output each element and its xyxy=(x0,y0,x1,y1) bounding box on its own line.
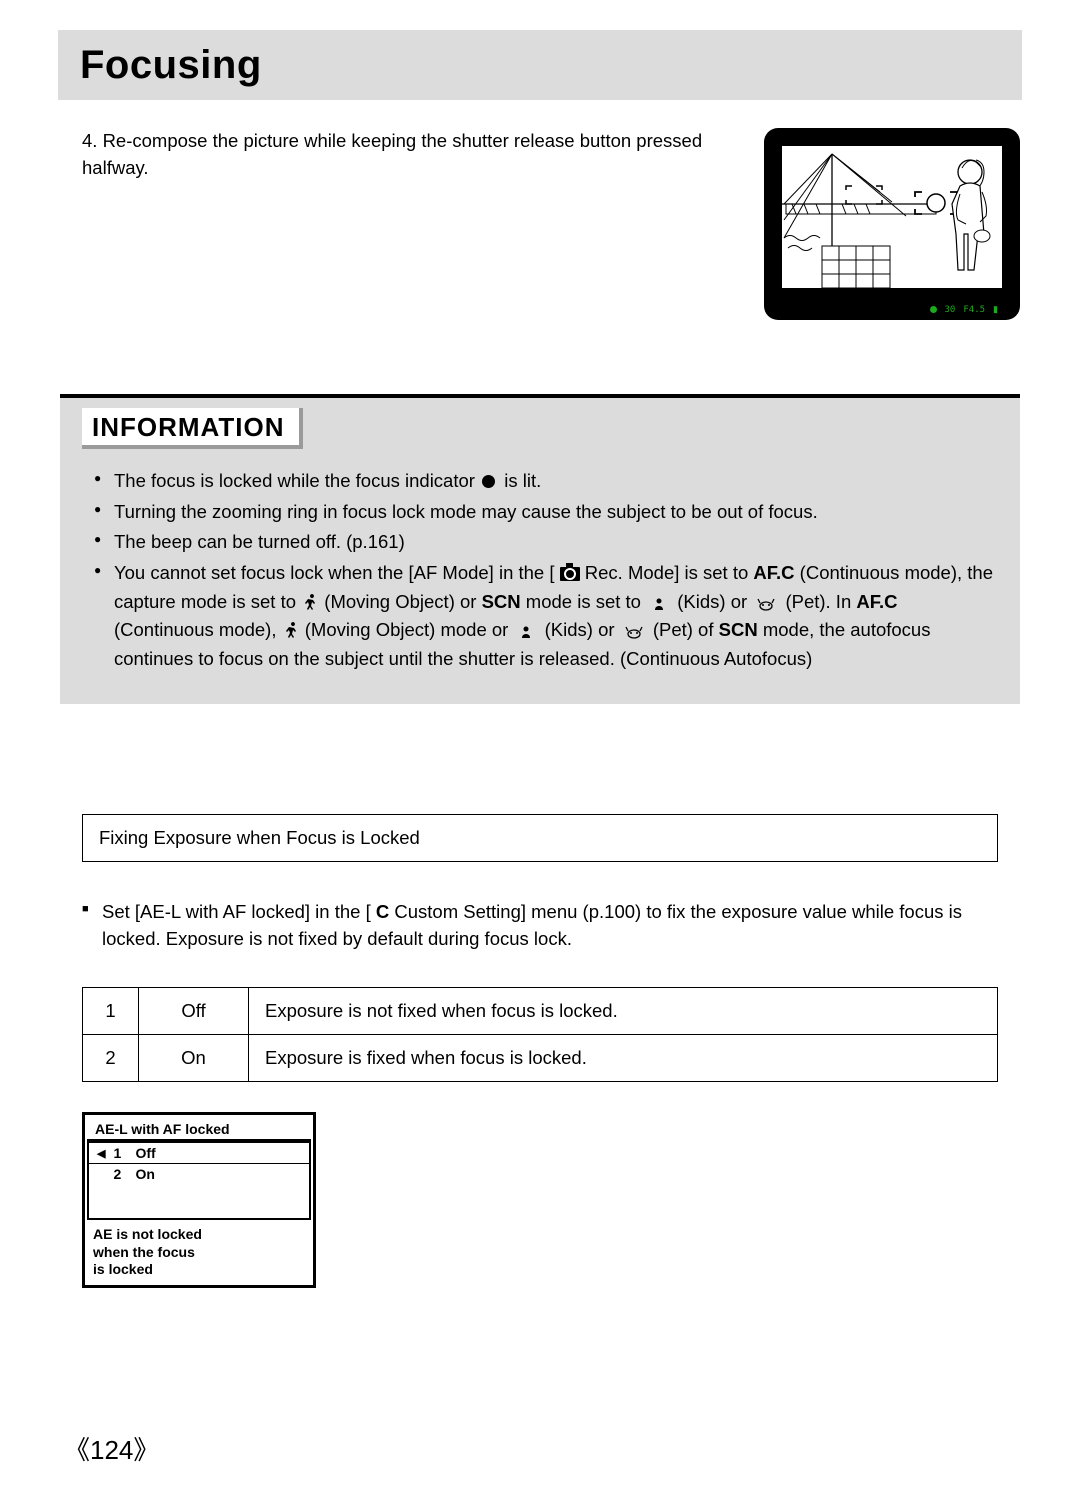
page-title: Focusing xyxy=(80,43,262,88)
info-heading-wrap: INFORMATION xyxy=(82,408,303,449)
menu-item-on: ◀ 2 On xyxy=(87,1164,311,1184)
cell-desc: Exposure is fixed when focus is locked. xyxy=(249,1035,998,1082)
pet-icon xyxy=(620,619,648,637)
title-bar: Focusing xyxy=(58,30,1022,100)
kids-icon xyxy=(646,591,672,609)
step-row: 4. Re-compose the picture while keeping … xyxy=(60,128,1020,320)
battery-icon: ▮ xyxy=(993,304,998,315)
moving-object-icon xyxy=(282,618,300,634)
text: is lit. xyxy=(504,470,541,491)
info-bullet: The beep can be turned off. (p.161) xyxy=(94,528,998,557)
menu-item-number: 1 xyxy=(113,1145,127,1161)
afc-label: AF.C xyxy=(856,591,897,612)
menu-items: ◀ 1 Off ◀ 2 On xyxy=(85,1141,313,1220)
menu-item-label: On xyxy=(135,1166,154,1182)
info-bullet: You cannot set focus lock when the [AF M… xyxy=(94,559,998,674)
cell-option: Off xyxy=(139,988,249,1035)
cell-num: 1 xyxy=(83,988,139,1035)
scn-label: SCN xyxy=(719,619,758,640)
text: Rec. Mode] is set to xyxy=(585,562,754,583)
text: (Continuous mode), xyxy=(114,619,282,640)
text: (Moving Object) or xyxy=(324,591,481,612)
info-bullet: Turning the zooming ring in focus lock m… xyxy=(94,498,998,527)
menu-screenshot: AE-L with AF locked ◀ 1 Off ◀ 2 On AE is… xyxy=(82,1112,316,1288)
menu-desc-line: is locked xyxy=(93,1261,305,1279)
menu-item-number: 2 xyxy=(113,1166,127,1182)
settings-table: 1 Off Exposure is not fixed when focus i… xyxy=(82,987,998,1082)
text: The focus is locked while the focus indi… xyxy=(114,470,480,491)
table-row: 1 Off Exposure is not fixed when focus i… xyxy=(83,988,998,1035)
bracket-left-icon: 《 xyxy=(64,1435,90,1465)
text: You cannot set focus lock when the [AF M… xyxy=(114,562,560,583)
left-arrow-icon: ◀ xyxy=(97,1147,105,1160)
text: (Pet). In xyxy=(785,591,856,612)
info-bullet: The focus is locked while the focus indi… xyxy=(94,467,998,496)
subsection: Fixing Exposure when Focus is Locked Set… xyxy=(60,814,1020,1288)
shutter-speed: 30 xyxy=(945,305,956,315)
camera-status-bar: 30 F4.5 ▮ xyxy=(930,304,998,315)
step-text: 4. Re-compose the picture while keeping … xyxy=(82,128,744,320)
text: mode is set to xyxy=(526,591,646,612)
camera-icon xyxy=(560,567,580,581)
info-heading: INFORMATION xyxy=(82,408,299,445)
focus-indicator-icon xyxy=(482,475,495,488)
menu-title: AE-L with AF locked xyxy=(87,1117,311,1141)
afc-label: AF.C xyxy=(753,562,794,583)
text: (Pet) of xyxy=(653,619,719,640)
camera-screen xyxy=(782,146,1002,288)
subsection-heading: Fixing Exposure when Focus is Locked xyxy=(82,814,998,862)
menu-desc-line: AE is not locked xyxy=(93,1226,305,1244)
cell-option: On xyxy=(139,1035,249,1082)
subsection-paragraph: Set [AE-L with AF locked] in the [ C Cus… xyxy=(82,898,998,954)
info-list: The focus is locked while the focus indi… xyxy=(82,467,998,674)
menu-spacer xyxy=(87,1184,311,1220)
menu-desc-line: when the focus xyxy=(93,1244,305,1262)
menu-description: AE is not locked when the focus is locke… xyxy=(85,1220,313,1285)
table-row: 2 On Exposure is fixed when focus is loc… xyxy=(83,1035,998,1082)
text: (Moving Object) mode or xyxy=(305,619,514,640)
cell-desc: Exposure is not fixed when focus is lock… xyxy=(249,988,998,1035)
pet-icon xyxy=(752,591,780,609)
text: (Kids) or xyxy=(677,591,752,612)
camera-preview: 30 F4.5 ▮ xyxy=(764,128,1020,320)
page-number-value: 124 xyxy=(90,1435,133,1465)
text: (Kids) or xyxy=(545,619,620,640)
menu-item-off: ◀ 1 Off xyxy=(87,1141,311,1164)
scn-label: SCN xyxy=(482,591,521,612)
moving-object-icon xyxy=(301,590,319,606)
kids-icon xyxy=(513,619,539,637)
page-number: 《124》 xyxy=(64,1430,159,1467)
cell-num: 2 xyxy=(83,1035,139,1082)
focus-indicator-dot-icon xyxy=(930,306,937,313)
information-box: INFORMATION The focus is locked while th… xyxy=(60,394,1020,704)
scene-illustration-icon xyxy=(782,146,1002,288)
aperture-value: F4.5 xyxy=(963,305,985,315)
custom-setting-icon: C xyxy=(376,898,389,926)
text: Set [AE-L with AF locked] in the [ xyxy=(102,901,376,922)
menu-item-label: Off xyxy=(135,1145,155,1161)
bracket-right-icon: 》 xyxy=(133,1435,159,1465)
